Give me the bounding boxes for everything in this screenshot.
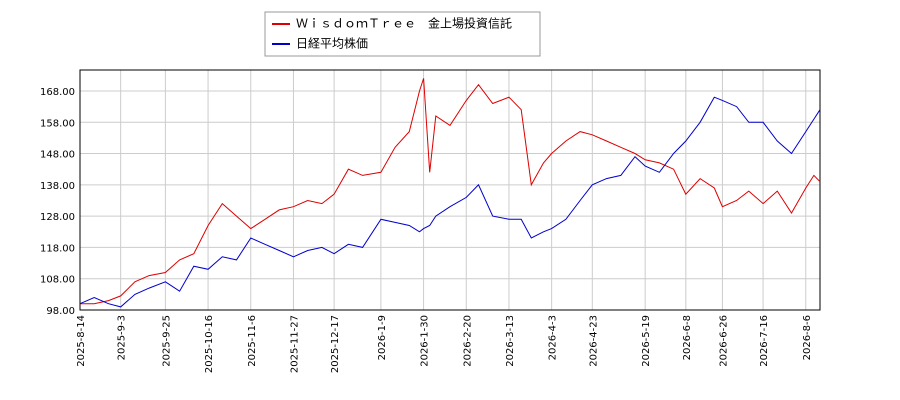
x-tick-label: 2025-10-16	[204, 315, 215, 373]
y-tick-label: 108.00	[40, 275, 75, 286]
y-tick-label: 148.00	[40, 150, 75, 161]
plot-area	[79, 69, 821, 311]
x-tick-label: 2025-9-25	[161, 315, 172, 367]
x-tick-label: 2026-7-16	[759, 315, 770, 367]
x-tick-label: 2026-8-6	[802, 315, 813, 360]
x-tick-label: 2026-6-26	[718, 315, 729, 367]
y-tick-label: 168.00	[40, 87, 75, 98]
x-tick-label: 2026-4-23	[588, 315, 599, 367]
legend-box	[264, 11, 541, 57]
plot-frame	[79, 69, 821, 311]
y-tick-label: 128.00	[40, 212, 75, 223]
x-tick-label: 2025-8-14	[76, 315, 87, 367]
x-tick-label: 2026-4-3	[548, 315, 559, 360]
x-tick-label: 2025-11-6	[247, 315, 258, 367]
x-tick-label: 2025-11-27	[289, 315, 300, 373]
legend-label: ＷｉｓｄｏｍＴｒｅｅ 金上場投資信託	[296, 16, 512, 31]
y-tick-label: 158.00	[40, 118, 75, 129]
x-tick-label: 2026-1-9	[377, 315, 388, 360]
x-tick-label: 2026-2-20	[462, 315, 473, 367]
x-tick-label: 2025-12-17	[330, 315, 341, 373]
line-series	[79, 96, 821, 308]
x-tick-label: 2026-1-30	[420, 315, 431, 367]
x-tick-label: 2026-5-19	[641, 315, 652, 367]
x-tick-label: 2026-3-13	[505, 315, 516, 367]
y-tick-label: 118.00	[40, 243, 75, 254]
x-tick-label: 2026-6-8	[682, 315, 693, 360]
y-tick-label: 98.00	[46, 306, 75, 317]
y-tick-label: 138.00	[40, 181, 75, 192]
line-series	[80, 78, 821, 305]
legend-label: 日経平均株価	[296, 36, 368, 51]
x-tick-label: 2025-9-3	[117, 315, 128, 360]
